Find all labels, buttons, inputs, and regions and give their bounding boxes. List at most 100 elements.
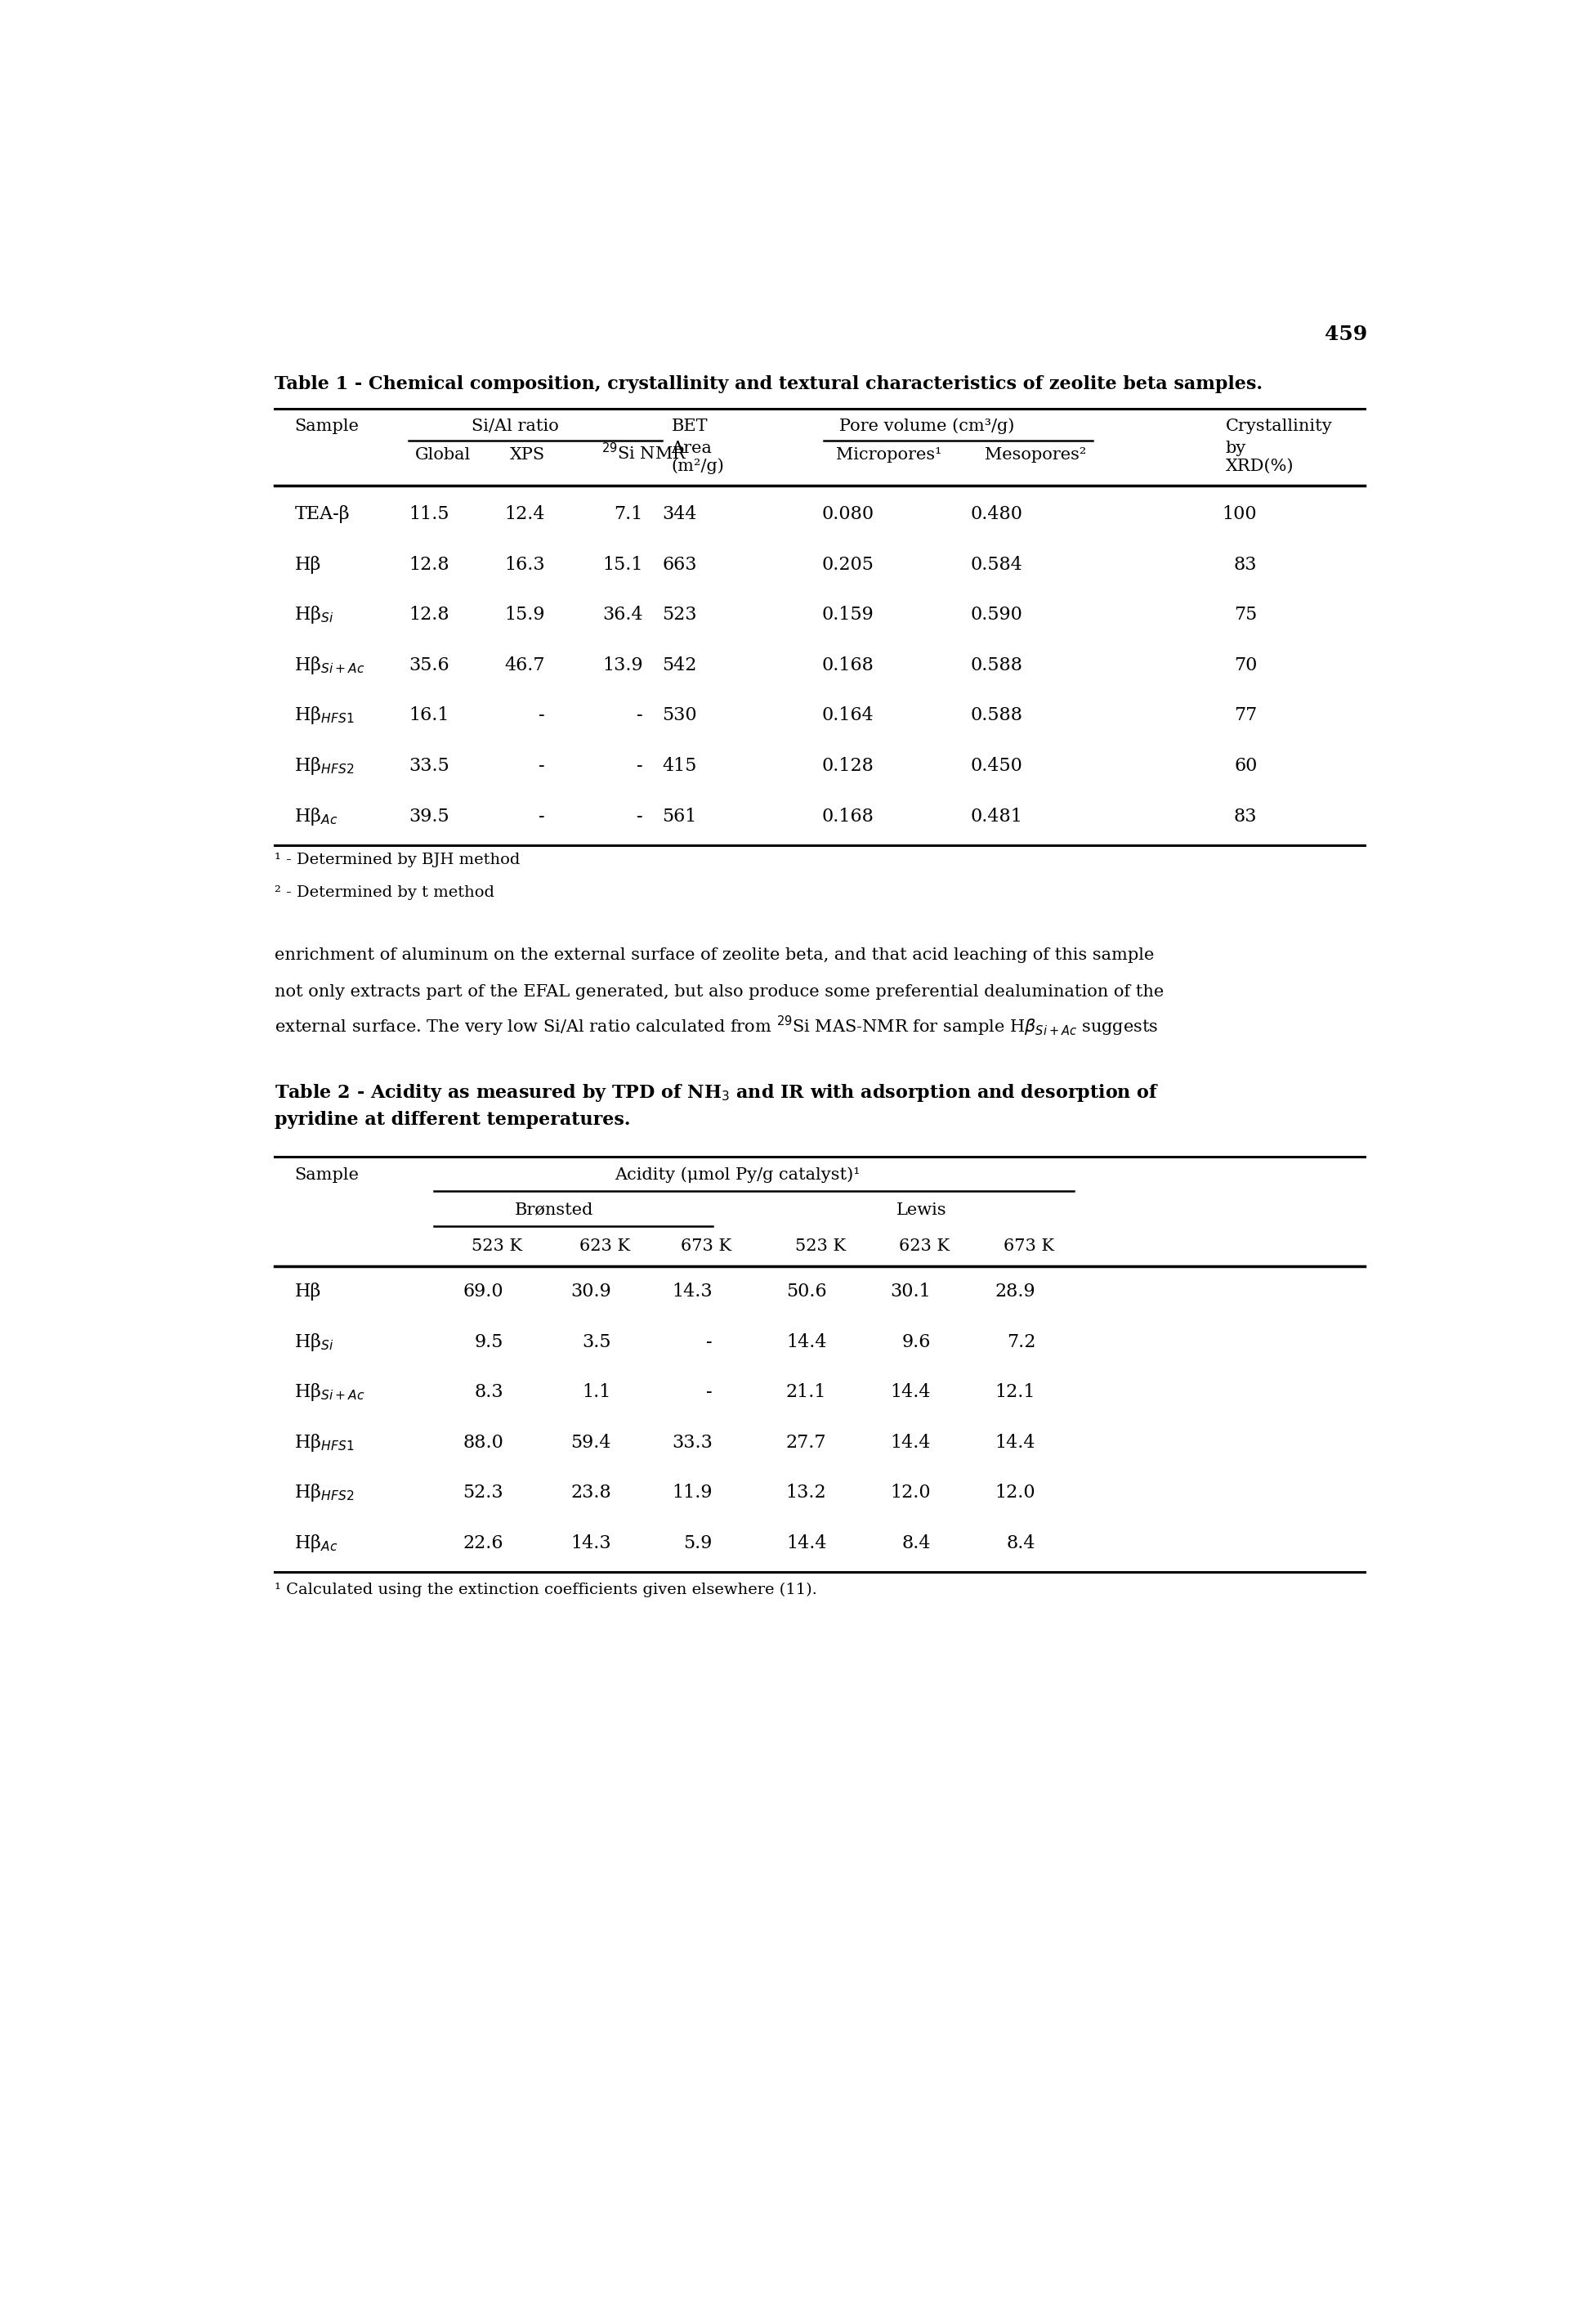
- Text: Sample: Sample: [295, 420, 359, 434]
- Text: 16.3: 16.3: [504, 556, 544, 574]
- Text: 542: 542: [662, 657, 697, 673]
- Text: Hβ$_{Si}$: Hβ$_{Si}$: [295, 1331, 334, 1354]
- Text: 12.0: 12.0: [891, 1485, 930, 1501]
- Text: 0.590: 0.590: [970, 606, 1023, 625]
- Text: 30.9: 30.9: [570, 1282, 611, 1301]
- Text: Hβ$_{Ac}$: Hβ$_{Ac}$: [295, 805, 338, 828]
- Text: Hβ$_{Si+Ac}$: Hβ$_{Si+Ac}$: [295, 1381, 365, 1402]
- Text: 60: 60: [1234, 756, 1258, 775]
- Text: 14.3: 14.3: [571, 1533, 611, 1552]
- Text: 14.3: 14.3: [672, 1282, 712, 1301]
- Text: by: by: [1226, 440, 1246, 457]
- Text: 39.5: 39.5: [409, 807, 450, 826]
- Text: 16.1: 16.1: [409, 706, 450, 724]
- Text: Global: Global: [415, 447, 471, 464]
- Text: 7.1: 7.1: [614, 505, 643, 523]
- Text: 530: 530: [662, 706, 697, 724]
- Text: 30.1: 30.1: [891, 1282, 930, 1301]
- Text: 8.4: 8.4: [1007, 1533, 1036, 1552]
- Text: Hβ$_{HFS2}$: Hβ$_{HFS2}$: [295, 756, 354, 777]
- Text: 523 K: 523 K: [795, 1238, 846, 1254]
- Text: -: -: [707, 1333, 712, 1351]
- Text: 0.450: 0.450: [970, 756, 1023, 775]
- Text: 459: 459: [1325, 325, 1368, 344]
- Text: 14.4: 14.4: [994, 1434, 1036, 1450]
- Text: 23.8: 23.8: [570, 1485, 611, 1501]
- Text: 0.205: 0.205: [822, 556, 875, 574]
- Text: 0.128: 0.128: [822, 756, 875, 775]
- Text: 344: 344: [662, 505, 697, 523]
- Text: 22.6: 22.6: [463, 1533, 503, 1552]
- Text: 8.3: 8.3: [474, 1384, 503, 1402]
- Text: 46.7: 46.7: [504, 657, 544, 673]
- Text: 15.1: 15.1: [602, 556, 643, 574]
- Text: not only extracts part of the EFAL generated, but also produce some preferential: not only extracts part of the EFAL gener…: [275, 985, 1163, 998]
- Text: Table 2 - Acidity as measured by TPD of NH$_3$ and IR with adsorption and desorp: Table 2 - Acidity as measured by TPD of …: [275, 1082, 1159, 1105]
- Text: -: -: [538, 807, 544, 826]
- Text: 75: 75: [1234, 606, 1258, 625]
- Text: Area: Area: [672, 440, 712, 457]
- Text: XPS: XPS: [509, 447, 546, 464]
- Text: Hβ$_{HFS1}$: Hβ$_{HFS1}$: [295, 706, 354, 726]
- Text: -: -: [637, 807, 643, 826]
- Text: Crystallinity: Crystallinity: [1226, 420, 1333, 434]
- Text: 673 K: 673 K: [681, 1238, 731, 1254]
- Text: XRD(%): XRD(%): [1226, 459, 1294, 473]
- Text: 8.4: 8.4: [902, 1533, 930, 1552]
- Text: external surface. The very low Si/Al ratio calculated from $^{29}$Si MAS-NMR for: external surface. The very low Si/Al rat…: [275, 1015, 1159, 1038]
- Text: 59.4: 59.4: [571, 1434, 611, 1450]
- Text: 9.6: 9.6: [902, 1333, 930, 1351]
- Text: 0.164: 0.164: [822, 706, 875, 724]
- Text: 15.9: 15.9: [504, 606, 544, 625]
- Text: 69.0: 69.0: [463, 1282, 503, 1301]
- Text: 21.1: 21.1: [787, 1384, 827, 1402]
- Text: ¹ - Determined by BJH method: ¹ - Determined by BJH method: [275, 853, 520, 867]
- Text: ² - Determined by t method: ² - Determined by t method: [275, 886, 495, 899]
- Text: 13.2: 13.2: [785, 1485, 827, 1501]
- Text: Hβ: Hβ: [295, 556, 321, 574]
- Text: 88.0: 88.0: [463, 1434, 503, 1450]
- Text: 623 K: 623 K: [579, 1238, 630, 1254]
- Text: Micropores¹: Micropores¹: [836, 447, 942, 464]
- Text: ¹ Calculated using the extinction coefficients given elsewhere (11).: ¹ Calculated using the extinction coeffi…: [275, 1582, 817, 1598]
- Text: 11.9: 11.9: [672, 1485, 712, 1501]
- Text: 623 K: 623 K: [899, 1238, 950, 1254]
- Text: Sample: Sample: [295, 1167, 359, 1183]
- Text: -: -: [538, 706, 544, 724]
- Text: 0.588: 0.588: [970, 706, 1023, 724]
- Text: 14.4: 14.4: [787, 1533, 827, 1552]
- Text: 100: 100: [1223, 505, 1258, 523]
- Text: Hβ$_{Si+Ac}$: Hβ$_{Si+Ac}$: [295, 655, 365, 676]
- Text: 0.481: 0.481: [970, 807, 1023, 826]
- Text: 0.080: 0.080: [822, 505, 875, 523]
- Text: 523: 523: [662, 606, 697, 625]
- Text: pyridine at different temperatures.: pyridine at different temperatures.: [275, 1111, 630, 1128]
- Text: 12.8: 12.8: [409, 556, 450, 574]
- Text: -: -: [538, 756, 544, 775]
- Text: Lewis: Lewis: [897, 1201, 946, 1218]
- Text: 415: 415: [662, 756, 697, 775]
- Text: Hβ: Hβ: [295, 1282, 321, 1301]
- Text: 0.159: 0.159: [822, 606, 875, 625]
- Text: Hβ$_{HFS1}$: Hβ$_{HFS1}$: [295, 1432, 354, 1453]
- Text: 14.4: 14.4: [891, 1434, 930, 1450]
- Text: 9.5: 9.5: [474, 1333, 503, 1351]
- Text: 33.5: 33.5: [409, 756, 450, 775]
- Text: 35.6: 35.6: [409, 657, 450, 673]
- Text: 52.3: 52.3: [463, 1485, 503, 1501]
- Text: 50.6: 50.6: [785, 1282, 827, 1301]
- Text: enrichment of aluminum on the external surface of zeolite beta, and that acid le: enrichment of aluminum on the external s…: [275, 948, 1154, 964]
- Text: Si/Al ratio: Si/Al ratio: [472, 420, 559, 434]
- Text: 663: 663: [662, 556, 697, 574]
- Text: 14.4: 14.4: [891, 1384, 930, 1402]
- Text: 11.5: 11.5: [409, 505, 450, 523]
- Text: 77: 77: [1234, 706, 1258, 724]
- Text: 523 K: 523 K: [472, 1238, 522, 1254]
- Text: 83: 83: [1234, 807, 1258, 826]
- Text: 561: 561: [662, 807, 697, 826]
- Text: 83: 83: [1234, 556, 1258, 574]
- Text: 12.4: 12.4: [504, 505, 544, 523]
- Text: 14.4: 14.4: [787, 1333, 827, 1351]
- Text: 12.8: 12.8: [409, 606, 450, 625]
- Text: -: -: [707, 1384, 712, 1402]
